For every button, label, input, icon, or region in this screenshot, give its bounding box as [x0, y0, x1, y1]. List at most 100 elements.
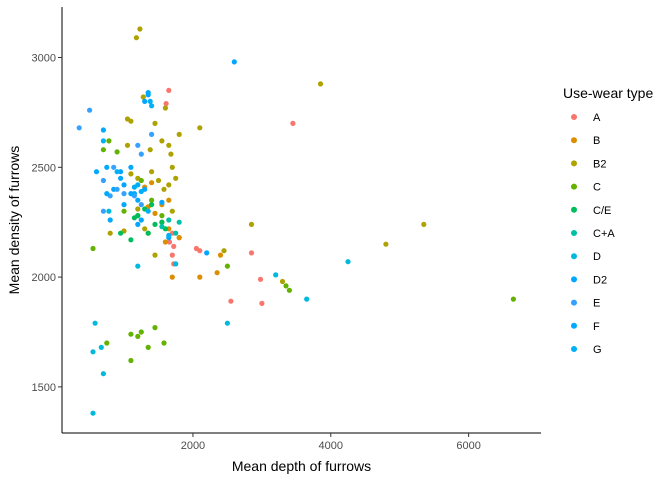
- data-point-b2: [128, 171, 134, 177]
- y-tick-label: 2500: [32, 162, 56, 174]
- data-point-a: [197, 248, 203, 254]
- data-point-e: [76, 125, 82, 131]
- data-point-d: [98, 344, 104, 350]
- legend-label: E: [593, 298, 600, 310]
- data-point-c: [135, 333, 141, 339]
- data-point-b2: [162, 105, 168, 111]
- data-point-b2: [152, 120, 158, 126]
- data-point-d2: [135, 221, 141, 227]
- legend-label: C: [593, 182, 601, 194]
- data-point-d: [224, 320, 230, 326]
- legend-label: A: [593, 112, 601, 124]
- data-point-d: [173, 261, 179, 267]
- data-point-b2: [149, 169, 155, 175]
- data-point-c: [104, 340, 110, 346]
- data-point-g: [147, 98, 153, 104]
- data-point-b2: [107, 230, 113, 236]
- data-point-g: [114, 169, 120, 175]
- data-point-b2: [133, 35, 139, 41]
- data-point-d: [345, 259, 351, 265]
- data-point-d: [106, 208, 112, 214]
- data-point-g: [138, 188, 144, 195]
- data-point-b2: [155, 177, 162, 184]
- data-point-c: [149, 197, 155, 203]
- data-point-g: [149, 103, 155, 109]
- data-point-b: [169, 274, 175, 280]
- data-point-d: [273, 272, 279, 278]
- data-point-c-e: [149, 202, 155, 208]
- data-point-a: [228, 298, 234, 304]
- data-point-b2: [152, 252, 158, 258]
- legend-label: D2: [593, 274, 607, 286]
- x-ticks: 2000 4000 6000: [181, 433, 481, 452]
- data-point-c: [138, 177, 144, 184]
- data-point-c-e: [118, 230, 124, 236]
- data-point-d: [90, 410, 96, 416]
- data-point-g: [131, 184, 137, 190]
- legend-label: B2: [593, 158, 606, 170]
- data-point-a: [166, 239, 173, 245]
- data-point-f: [107, 217, 113, 223]
- data-point-d2: [159, 199, 165, 205]
- data-point-b2: [137, 26, 143, 32]
- data-point-e: [149, 131, 155, 137]
- data-point-c: [90, 245, 96, 252]
- data-point-d2: [231, 59, 237, 65]
- data-point-f: [118, 175, 124, 181]
- data-point-d2: [121, 182, 127, 188]
- data-point-c: [152, 325, 158, 331]
- data-point-c-a: [173, 230, 179, 236]
- data-point-b: [166, 197, 172, 203]
- data-point-c: [100, 147, 106, 153]
- data-point-a: [248, 250, 255, 256]
- data-point-c-a: [159, 224, 165, 230]
- data-point-b2: [140, 94, 146, 100]
- data-point-d2: [138, 217, 144, 223]
- data-point-b2: [135, 206, 141, 212]
- data-point-f: [100, 127, 106, 133]
- legend-label: F: [593, 321, 600, 333]
- legend-label: D: [593, 251, 601, 263]
- data-point-b2: [168, 151, 174, 157]
- data-point-b: [214, 270, 220, 276]
- data-point-e: [138, 151, 144, 157]
- data-point-c: [145, 344, 151, 350]
- data-point-c: [138, 329, 144, 335]
- data-point-b2: [169, 164, 175, 170]
- data-point-b2: [142, 226, 148, 232]
- x-tick-label: 2000: [181, 440, 205, 452]
- axes: [61, 7, 541, 434]
- data-point-b2: [173, 175, 179, 181]
- data-point-b2: [166, 142, 172, 148]
- data-point-a: [259, 300, 265, 306]
- data-point-b2: [161, 186, 167, 192]
- data-point-e: [111, 164, 117, 170]
- legend-key: [571, 346, 577, 352]
- data-point-a: [257, 276, 264, 282]
- data-point-f: [145, 90, 151, 96]
- data-point-b2: [421, 221, 427, 227]
- data-points: [76, 26, 516, 416]
- data-point-c: [224, 263, 230, 269]
- legend-key: [571, 299, 577, 306]
- data-point-f: [104, 164, 110, 170]
- data-point-a: [169, 252, 175, 258]
- data-point-c: [286, 287, 292, 293]
- data-point-c: [159, 213, 165, 219]
- data-point-c: [128, 357, 134, 364]
- data-point-d2: [142, 98, 148, 104]
- data-point-e: [121, 191, 127, 197]
- data-point-c: [121, 208, 127, 214]
- data-point-a: [166, 87, 172, 93]
- y-ticks: 1500 2000 2500 3000: [32, 53, 62, 394]
- data-point-f: [121, 202, 127, 208]
- data-point-e: [87, 107, 93, 113]
- data-point-b2: [169, 208, 175, 214]
- data-point-g: [166, 232, 172, 238]
- data-point-b2: [383, 241, 389, 247]
- data-point-c-e: [131, 215, 137, 221]
- data-point-b2: [124, 142, 131, 148]
- data-point-b2: [176, 131, 182, 137]
- legend-key: [571, 160, 577, 167]
- data-point-c-e: [145, 230, 151, 236]
